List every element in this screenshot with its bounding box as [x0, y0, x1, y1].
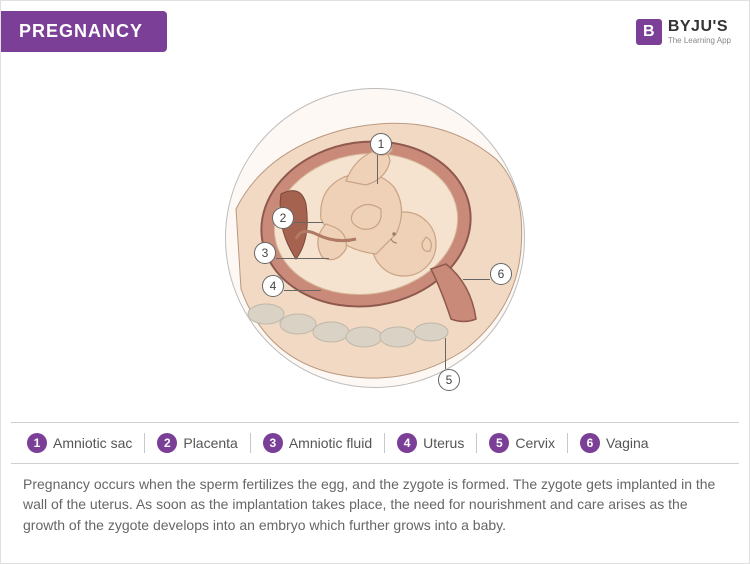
brand-initial: B	[643, 23, 655, 41]
diagram-marker-3: 3	[254, 242, 276, 264]
legend-item-1: 1 Amniotic sac	[23, 433, 145, 453]
legend-label-4: Uterus	[423, 435, 464, 451]
leader-line-3	[276, 258, 329, 259]
legend-number-6: 6	[580, 433, 600, 453]
brand-logo-icon: B	[636, 19, 662, 45]
legend-label-3: Amniotic fluid	[289, 435, 372, 451]
legend-number-2: 2	[157, 433, 177, 453]
leader-line-2	[294, 222, 323, 223]
diagram-circle	[225, 88, 525, 388]
legend-number-5: 5	[489, 433, 509, 453]
legend-label-5: Cervix	[515, 435, 555, 451]
leader-line-1	[377, 155, 378, 184]
diagram-area: 1 2 3 4 5 6	[1, 58, 749, 418]
legend-item-3: 3 Amniotic fluid	[251, 433, 385, 453]
legend-number-3: 3	[263, 433, 283, 453]
legend-item-2: 2 Placenta	[145, 433, 250, 453]
leader-line-4	[284, 290, 321, 291]
diagram-marker-4: 4	[262, 275, 284, 297]
diagram-marker-5: 5	[438, 369, 460, 391]
diagram-marker-2: 2	[272, 207, 294, 229]
legend-number-1: 1	[27, 433, 47, 453]
description-text: Pregnancy occurs when the sperm fertiliz…	[23, 474, 727, 535]
legend-item-6: 6 Vagina	[568, 433, 661, 453]
header: PREGNANCY B BYJU'S The Learning App	[1, 1, 749, 58]
legend-label-2: Placenta	[183, 435, 237, 451]
diagram-marker-1: 1	[370, 133, 392, 155]
page-title-tab: PREGNANCY	[1, 11, 167, 52]
legend-row: 1 Amniotic sac 2 Placenta 3 Amniotic fluid 4 Ut…	[11, 422, 739, 464]
legend-label-6: Vagina	[606, 435, 649, 451]
leader-line-6	[463, 279, 490, 280]
brand-logo-block: B BYJU'S The Learning App	[636, 19, 731, 45]
legend-label-1: Amniotic sac	[53, 435, 132, 451]
diagram-marker-6: 6	[490, 263, 512, 285]
legend-number-4: 4	[397, 433, 417, 453]
leader-line-5	[445, 338, 446, 369]
brand-tagline: The Learning App	[668, 37, 731, 45]
brand-text: BYJU'S The Learning App	[668, 19, 731, 45]
legend-item-4: 4 Uterus	[385, 433, 477, 453]
legend-item-5: 5 Cervix	[477, 433, 568, 453]
page-title: PREGNANCY	[19, 21, 143, 41]
brand-name: BYJU'S	[668, 19, 731, 35]
